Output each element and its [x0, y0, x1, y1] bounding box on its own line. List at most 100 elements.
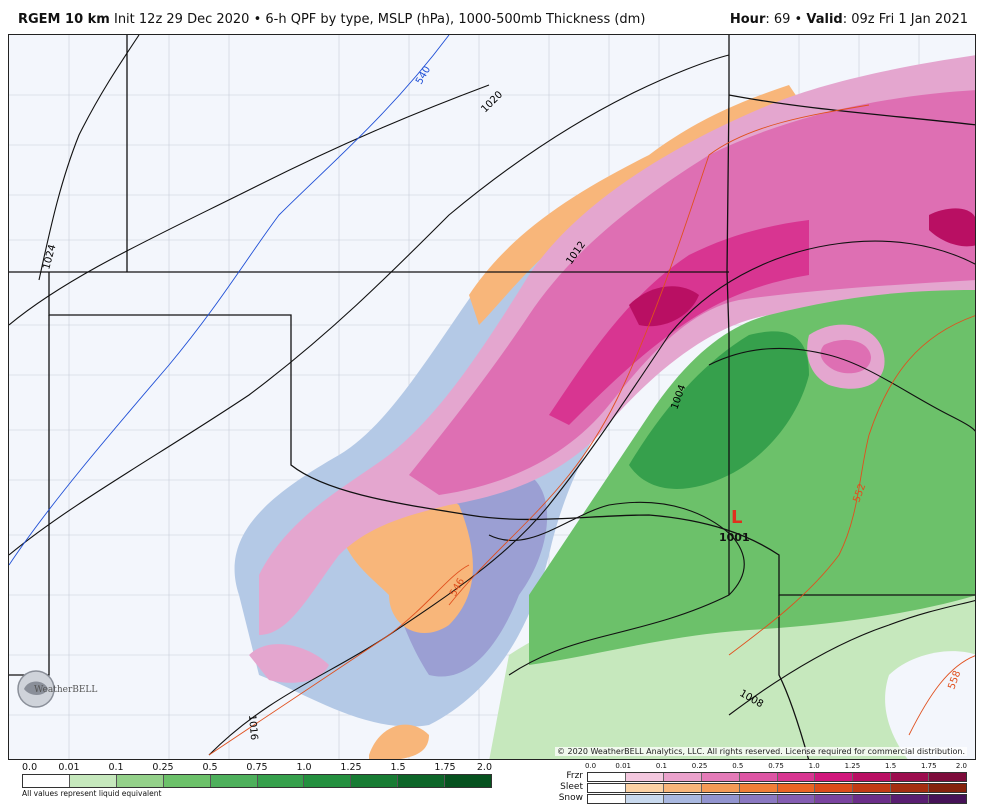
weather-map: 1024 1020 1016 1012 1008 1004 540 546 55…: [8, 34, 976, 760]
qpf-legend-colorbar: [22, 774, 492, 788]
type-legend-colorbar: [587, 794, 967, 804]
type-legend-label: Snow: [558, 793, 583, 803]
type-tick-label: 0.75: [768, 762, 784, 770]
qpf-tick-label: 2.0: [476, 762, 492, 773]
map-title: RGEM 10 km Init 12z 29 Dec 2020 • 6-h QP…: [18, 12, 645, 27]
qpf-color-swatch: [397, 775, 445, 787]
hour-label: Hour: [729, 12, 766, 27]
qpf-tick-label: 1.25: [340, 762, 362, 773]
logo-text: WeatherBELL: [34, 685, 97, 695]
type-tick-label: 0.1: [655, 762, 667, 770]
type-color-swatch: [662, 773, 701, 781]
map-canvas: 1024 1020 1016 1012 1008 1004 540 546 55…: [9, 35, 975, 759]
rain-region-heavy: [629, 331, 809, 489]
type-color-swatch: [928, 784, 967, 792]
valid-time: Hour: 69 • Valid: 09z Fri 1 Jan 2021: [730, 12, 968, 27]
type-color-swatch: [662, 795, 701, 803]
qpf-color-swatch: [209, 775, 257, 787]
type-color-swatch: [852, 795, 891, 803]
valid-label: Valid: [806, 12, 843, 27]
qpf-color-swatch: [350, 775, 398, 787]
type-color-swatch: [588, 795, 625, 803]
sleet-small: [369, 724, 429, 759]
type-color-swatch: [814, 784, 853, 792]
type-color-swatch: [624, 773, 663, 781]
type-color-swatch: [928, 795, 967, 803]
type-tick-label: 0.01: [615, 762, 631, 770]
qpf-legend-ticks: 0.0 0.01 0.1 0.25 0.5 0.75 1.0 1.25 1.5 1.75 2.0: [22, 762, 492, 774]
frzr-region-heavy: [549, 220, 809, 425]
type-legend-row: Frzr: [553, 771, 969, 782]
type-legend-ticks: 0.0 0.01 0.1 0.25 0.5 0.75 1.0 1.25 1.5 1.75 2.0: [585, 762, 967, 772]
weatherbell-logo: WeatherBELL: [17, 670, 97, 708]
type-color-swatch: [700, 773, 739, 781]
type-tick-label: 0.25: [691, 762, 708, 770]
thickness-warm-lines: [208, 104, 975, 756]
qpf-color-swatch: [303, 775, 351, 787]
valid-value: : 09z Fri 1 Jan 2021: [842, 12, 968, 27]
qpf-tick-label: 0.25: [152, 762, 174, 773]
type-color-swatch: [814, 795, 853, 803]
type-color-swatch: [776, 784, 815, 792]
type-tick-label: 1.0: [808, 762, 820, 770]
rain-white-pocket: [885, 651, 975, 759]
thickness-label: 540: [414, 64, 433, 86]
hour-value: : 69 •: [765, 12, 803, 27]
type-color-swatch: [890, 784, 929, 792]
type-legend-row: Sleet: [553, 782, 969, 793]
type-tick-label: 1.25: [844, 762, 861, 770]
type-color-swatch: [588, 773, 625, 781]
low-pressure-value: 1001: [719, 531, 750, 544]
low-pressure-symbol: L: [731, 507, 743, 528]
type-color-swatch: [890, 773, 929, 781]
type-legend-colorbar: [587, 783, 967, 793]
type-legend-label: Frzr: [566, 771, 583, 781]
type-color-swatch: [852, 784, 891, 792]
type-color-swatch: [588, 784, 625, 792]
type-color-swatch: [738, 773, 777, 781]
qpf-tick-label: 1.75: [434, 762, 456, 773]
type-color-swatch: [662, 784, 701, 792]
type-color-swatch: [890, 795, 929, 803]
qpf-color-swatch: [256, 775, 304, 787]
qpf-tick-label: 0.1: [108, 762, 124, 773]
qpf-legend: 0.0 0.01 0.1 0.25 0.5 0.75 1.0 1.25 1.5 1.75 2.0 A…: [22, 762, 492, 806]
type-tick-label: 0.0: [585, 762, 597, 770]
type-tick-label: 1.5: [885, 762, 897, 770]
type-color-swatch: [776, 795, 815, 803]
type-color-swatch: [700, 795, 739, 803]
header: RGEM 10 km Init 12z 29 Dec 2020 • 6-h QP…: [0, 0, 984, 34]
isobar-label: 1024: [41, 243, 58, 270]
type-tick-label: 2.0: [955, 762, 967, 770]
state-borders: [9, 35, 975, 759]
type-color-swatch: [624, 784, 663, 792]
frzr-core-east: [929, 208, 975, 247]
type-color-swatch: [928, 773, 967, 781]
thickness-cold-line: [9, 35, 450, 566]
model-description: Init 12z 29 Dec 2020 • 6-h QPF by type, …: [113, 12, 646, 27]
type-color-swatch: [700, 784, 739, 792]
precip-type-legend: 0.0 0.01 0.1 0.25 0.5 0.75 1.0 1.25 1.5 1.75 2.0 F…: [553, 762, 969, 806]
qpf-tick-label: 1.5: [390, 762, 406, 773]
qpf-legend-note: All values represent liquid equivalent: [22, 789, 162, 798]
qpf-tick-label: 0.01: [58, 762, 80, 773]
qpf-tick-label: 1.0: [296, 762, 312, 773]
frzr-blob-west: [249, 644, 329, 683]
qpf-color-swatch: [68, 775, 116, 787]
type-legend-row: Snow: [553, 793, 969, 804]
type-color-swatch: [738, 784, 777, 792]
qpf-color-swatch: [444, 775, 492, 787]
type-color-swatch: [624, 795, 663, 803]
frzr-core: [629, 286, 699, 327]
type-color-swatch: [852, 773, 891, 781]
isobars: [9, 35, 975, 756]
copyright-notice: © 2020 WeatherBELL Analytics, LLC. All r…: [555, 747, 967, 756]
qpf-tick-label: 0.75: [246, 762, 268, 773]
type-color-swatch: [814, 773, 853, 781]
isobar-label: 1020: [479, 89, 505, 115]
qpf-color-swatch: [23, 775, 69, 787]
isobar-label: 1016: [246, 714, 259, 740]
qpf-color-swatch: [115, 775, 163, 787]
qpf-tick-label: 0.5: [202, 762, 218, 773]
type-color-swatch: [738, 795, 777, 803]
